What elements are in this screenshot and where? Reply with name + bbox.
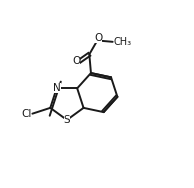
Text: Cl: Cl <box>21 109 31 119</box>
Text: O: O <box>94 33 102 43</box>
Text: CH₃: CH₃ <box>114 37 132 47</box>
Text: S: S <box>64 115 70 125</box>
Text: O: O <box>72 56 80 66</box>
Text: N: N <box>53 83 61 93</box>
